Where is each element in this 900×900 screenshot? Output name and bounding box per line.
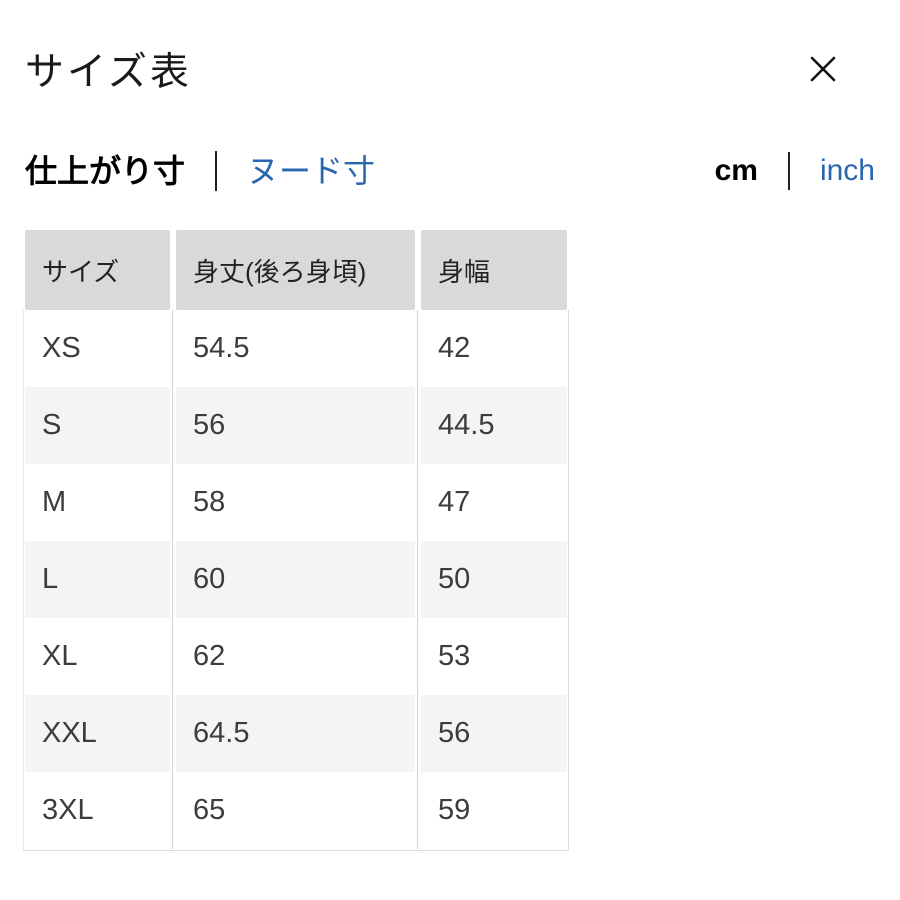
measurement-value-cell: 54.5 xyxy=(176,310,415,387)
table-bottom-border xyxy=(23,850,569,851)
measurement-value-cell: 44.5 xyxy=(421,387,567,464)
size-table-grid: サイズ 身丈(後ろ身頃) 身幅 XS 54.5 42 S 56 44.5 M 58 47 L 60 5… xyxy=(25,230,567,849)
column-header-length: 身丈(後ろ身頃) xyxy=(176,230,415,310)
size-label-cell: XXL xyxy=(25,695,170,772)
tab-divider xyxy=(215,151,218,191)
measurement-tabs: 仕上がり寸 ヌード寸 xyxy=(25,147,375,195)
measurement-value-cell: 50 xyxy=(421,541,567,618)
column-divider-line xyxy=(172,310,173,849)
tab-finished-measurements[interactable]: 仕上がり寸 xyxy=(25,153,186,189)
size-label-cell: S xyxy=(25,387,170,464)
table-left-border xyxy=(23,310,24,851)
measurement-value-cell: 64.5 xyxy=(176,695,415,772)
page-title: サイズ表 xyxy=(25,51,192,94)
size-label-cell: L xyxy=(25,541,170,618)
tab-unit-cm[interactable]: cm xyxy=(714,154,758,187)
size-label-cell: XL xyxy=(25,618,170,695)
measurement-value-cell: 65 xyxy=(176,772,415,849)
close-icon xyxy=(810,56,836,82)
column-header-width: 身幅 xyxy=(421,230,567,310)
modal-header: サイズ表 xyxy=(25,44,875,94)
tabs-row: 仕上がり寸 ヌード寸 cm inch xyxy=(25,147,875,195)
tab-nude-measurements[interactable]: ヌード寸 xyxy=(247,153,376,189)
measurement-value-cell: 56 xyxy=(421,695,567,772)
size-label-cell: 3XL xyxy=(25,772,170,849)
measurement-value-cell: 47 xyxy=(421,464,567,541)
column-divider-line xyxy=(417,310,418,849)
size-table: サイズ 身丈(後ろ身頃) 身幅 XS 54.5 42 S 56 44.5 M 58 47 L 60 5… xyxy=(23,230,569,851)
tab-unit-inch[interactable]: inch xyxy=(819,154,875,187)
size-label-cell: M xyxy=(25,464,170,541)
measurement-value-cell: 59 xyxy=(421,772,567,849)
measurement-value-cell: 42 xyxy=(421,310,567,387)
size-chart-modal: サイズ表 仕上がり寸 ヌード寸 cm inch サイズ 身丈(後ろ身頃) 身幅 … xyxy=(0,44,900,900)
unit-tabs: cm inch xyxy=(715,147,875,195)
tab-divider xyxy=(787,152,790,190)
measurement-value-cell: 60 xyxy=(176,541,415,618)
close-button[interactable] xyxy=(807,53,839,85)
column-header-size: サイズ xyxy=(25,230,170,310)
table-right-border xyxy=(568,310,569,851)
size-label-cell: XS xyxy=(25,310,170,387)
measurement-value-cell: 62 xyxy=(176,618,415,695)
measurement-value-cell: 56 xyxy=(176,387,415,464)
measurement-value-cell: 58 xyxy=(176,464,415,541)
measurement-value-cell: 53 xyxy=(421,618,567,695)
